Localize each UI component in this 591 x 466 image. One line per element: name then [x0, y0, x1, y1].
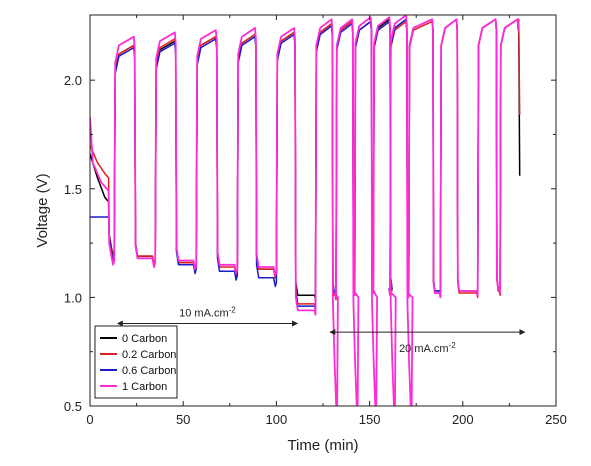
- x-tick-label: 50: [176, 412, 190, 427]
- y-tick-label: 1.5: [64, 182, 82, 197]
- x-tick-label: 250: [545, 412, 567, 427]
- legend-label: 0.2 Carbon: [122, 349, 176, 361]
- legend: 0 Carbon 0.2 Carbon 0.6 Carbon 1 Carbon: [94, 325, 178, 399]
- x-tick-label: 200: [452, 412, 474, 427]
- axes: 0 50 100 150 200 250 0.5 1.0 1.5 2.0: [64, 15, 567, 427]
- annotation-label: 20 mA.cm-2: [399, 341, 456, 355]
- x-tick-label: 150: [359, 412, 381, 427]
- y-tick-label: 1.0: [64, 290, 82, 305]
- plot-area: [90, 15, 521, 406]
- annotations: 10 mA.cm-2 20 mA.cm-2: [116, 305, 526, 355]
- series-line: [90, 15, 520, 406]
- annotation-label: 10 mA.cm-2: [179, 305, 236, 319]
- legend-label: 1 Carbon: [122, 381, 167, 393]
- y-axis-label: Voltage (V): [34, 173, 51, 247]
- legend-label: 0 Carbon: [122, 333, 167, 345]
- x-tick-label: 0: [86, 412, 93, 427]
- y-tick-label: 0.5: [64, 399, 82, 414]
- y-tick-label: 2.0: [64, 73, 82, 88]
- x-tick-label: 100: [266, 412, 288, 427]
- x-axis-label: Time (min): [287, 437, 358, 454]
- legend-label: 0.6 Carbon: [122, 365, 176, 377]
